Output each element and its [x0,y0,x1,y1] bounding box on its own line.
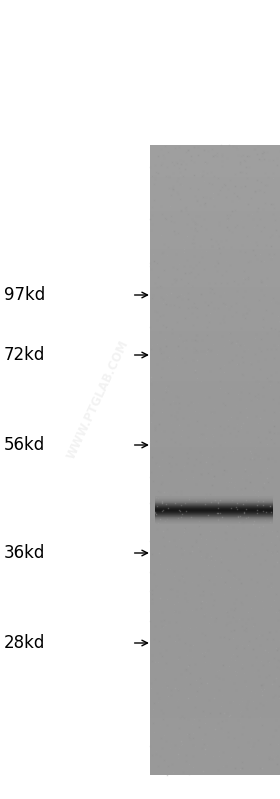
Text: 36kd: 36kd [4,544,45,562]
Text: 72kd: 72kd [4,346,45,364]
Text: WWW.PTGLAB.COM: WWW.PTGLAB.COM [65,338,131,461]
Text: 97kd: 97kd [4,286,45,304]
Text: 56kd: 56kd [4,436,45,454]
Text: 28kd: 28kd [4,634,45,652]
